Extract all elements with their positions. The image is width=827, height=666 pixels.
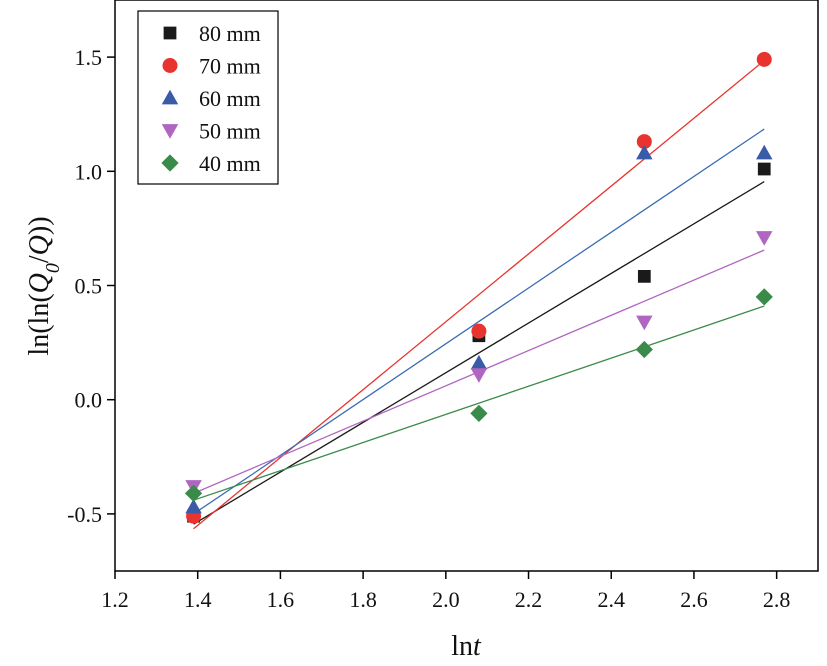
data-point-40-mm	[755, 288, 773, 306]
data-point-40-mm	[635, 340, 653, 359]
x-tick-label: 2.4	[597, 587, 625, 612]
y-tick-label: 1.5	[75, 45, 103, 70]
data-point-60-mm	[185, 498, 202, 514]
x-tick-label: 1.8	[349, 587, 377, 612]
legend-marker-70-mm	[162, 58, 178, 73]
fit-line-70-mm	[193, 60, 765, 530]
x-tick-label: 2.2	[515, 587, 543, 612]
data-point-40-mm	[470, 404, 488, 423]
y-tick-label: 0.5	[75, 274, 103, 299]
legend-marker-80-mm	[163, 26, 177, 40]
x-axis-title: lnt	[451, 631, 482, 662]
data-point-60-mm	[755, 144, 773, 160]
data-point-40-mm	[184, 484, 203, 502]
data-point-80-mm	[757, 162, 771, 176]
x-tick-label: 2.8	[763, 587, 791, 612]
y-axis-title: ln(ln(Q0/Q))	[24, 216, 64, 355]
data-point-70-mm	[756, 51, 772, 67]
data-point-60-mm	[470, 354, 488, 370]
fit-line-80-mm	[193, 181, 765, 525]
fit-line-60-mm	[193, 128, 765, 515]
y-tick-label: -0.5	[67, 502, 102, 527]
fit-lines	[193, 60, 765, 530]
data-point-60-mm	[636, 144, 653, 160]
data-point-70-mm	[471, 323, 487, 339]
data-point-50-mm	[636, 315, 653, 331]
y-axis: -0.5 0.0 0.5 1.0 1.5	[67, 45, 115, 527]
legend-box	[137, 10, 279, 185]
y-tick-label: 0.0	[75, 388, 103, 413]
data-point-70-mm	[636, 134, 652, 150]
x-tick-label: 1.6	[267, 587, 295, 612]
legend-label: 80 mm	[199, 21, 261, 46]
legend-marker-60-mm	[161, 89, 179, 105]
x-tick-label: 2.0	[432, 587, 460, 612]
x-tick-label: 2.6	[680, 587, 708, 612]
data-point-50-mm	[470, 368, 488, 383]
x-axis: 1.2 1.4 1.6 1.8 2.0 2.2 2.4 2.6 2.8	[101, 571, 790, 612]
legend: 80 mm 70 mm 60 mm 50 mm 40 mm	[137, 10, 279, 185]
fit-line-40-mm	[193, 305, 765, 501]
legend-label: 40 mm	[199, 151, 261, 176]
legend-label: 50 mm	[199, 119, 261, 144]
legend-label: 60 mm	[199, 86, 261, 111]
y-tick-label: 1.0	[75, 159, 103, 184]
legend-marker-50-mm	[161, 124, 179, 139]
data-markers	[184, 51, 773, 524]
data-point-50-mm	[755, 231, 773, 246]
legend-marker-40-mm	[161, 154, 179, 172]
x-tick-label: 1.4	[184, 587, 212, 612]
legend-label: 70 mm	[199, 54, 261, 79]
x-tick-label: 1.2	[101, 587, 129, 612]
data-point-80-mm	[637, 269, 651, 283]
